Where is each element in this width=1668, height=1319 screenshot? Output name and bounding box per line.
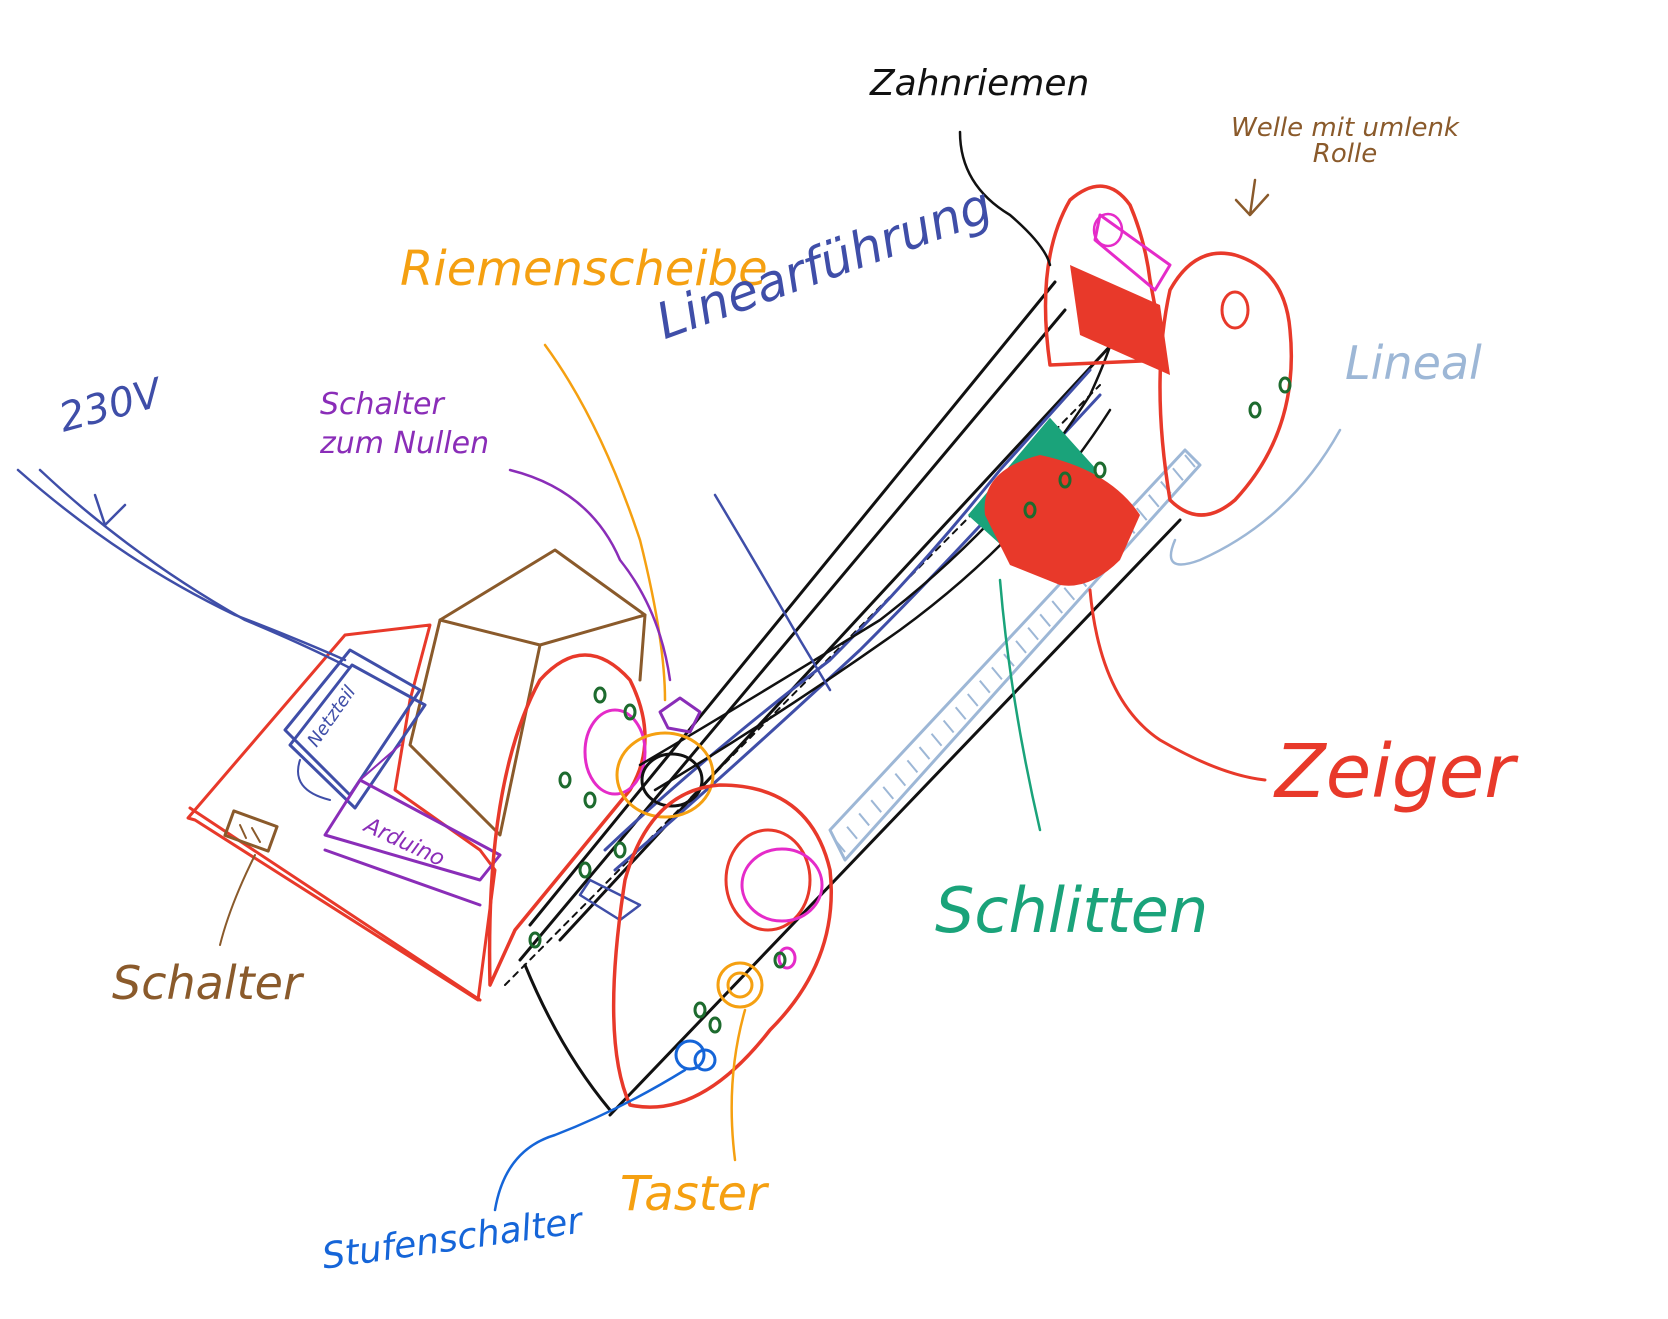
ruler-tick	[834, 839, 846, 853]
screw-dot	[583, 791, 597, 809]
power-supply	[283, 648, 427, 810]
screw-dot	[1248, 401, 1262, 419]
screw-dot	[773, 951, 787, 969]
label-taster: Taster	[620, 1166, 767, 1222]
leader-lines	[493, 130, 1342, 1212]
ruler-tick	[846, 826, 858, 840]
ruler-tick	[906, 759, 919, 773]
label-schalter-nullen: Schalter zum Nullen	[320, 387, 490, 461]
label-schalter: Schalter	[112, 956, 302, 1010]
ruler-tick	[1184, 454, 1196, 468]
label-riemenscheibe: Riemenscheibe	[400, 241, 768, 297]
screw-dot	[558, 771, 572, 789]
label-lineal: Lineal	[1345, 336, 1482, 390]
screw-dot	[1278, 376, 1292, 394]
screw-dot	[1023, 501, 1037, 519]
screw-dot	[578, 861, 592, 879]
ruler-tick	[1015, 640, 1027, 654]
ruler-tick	[966, 693, 979, 707]
front-end-plate	[611, 783, 833, 1109]
screw-dot	[1058, 471, 1072, 489]
linear-rails	[504, 280, 1182, 1117]
screw-dot	[623, 703, 637, 721]
screw-dot	[693, 1001, 707, 1019]
ruler-tick	[1172, 467, 1184, 481]
ruler-tick	[1135, 507, 1148, 521]
housing-box	[408, 548, 647, 837]
ruler-tick	[930, 733, 943, 747]
ruler-tick	[991, 666, 1003, 681]
label-schlitten: Schlitten	[935, 874, 1209, 947]
screw-dot	[528, 931, 542, 949]
ruler-tick	[870, 799, 882, 813]
arduino-board	[323, 744, 502, 907]
label-welle: Welle mit umlenk Rolle	[1231, 113, 1459, 169]
left-end-plate	[487, 653, 647, 987]
carriage	[967, 417, 1140, 586]
ruler-tick	[979, 680, 991, 694]
back-end-plates	[1043, 184, 1294, 517]
ruler-tick	[954, 706, 967, 720]
ruler-tick	[882, 786, 895, 800]
ruler-tick	[894, 772, 907, 787]
ruler-tick	[942, 719, 955, 734]
ruler-tick	[1148, 494, 1160, 508]
label-zeiger: Zeiger	[1275, 729, 1515, 815]
screw-dot	[593, 686, 607, 704]
pulley	[615, 696, 715, 819]
ruler-tick	[918, 746, 931, 760]
ruler-tick	[1063, 587, 1076, 601]
main-switch	[219, 809, 279, 946]
screw-dots	[528, 376, 1292, 1034]
screw-dot	[708, 1016, 722, 1034]
ruler-tick	[1051, 600, 1064, 614]
ruler-tick	[1039, 613, 1051, 627]
mains-cable	[16, 468, 352, 670]
ruler-tick	[1027, 626, 1039, 641]
label-zahnriemen: Zahnriemen	[870, 63, 1090, 104]
screw-dot	[1093, 461, 1107, 479]
ruler-tick	[858, 812, 870, 827]
screw-dot	[613, 841, 627, 859]
